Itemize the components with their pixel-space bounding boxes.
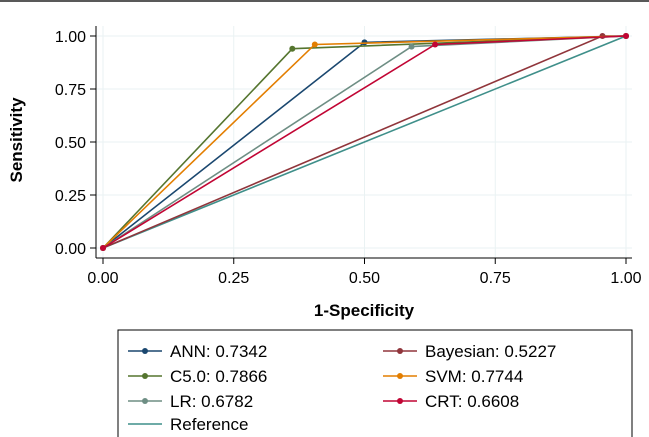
data-point-crt: [432, 41, 439, 48]
legend-box: [117, 329, 633, 437]
legend-label-bayesian: Bayesian: 0.5227: [425, 342, 556, 361]
y-tick-label: 0.50: [55, 135, 86, 152]
data-point-crt: [623, 33, 629, 39]
data-point-svm: [311, 41, 318, 48]
x-tick-label: 0.75: [480, 270, 511, 287]
legend-label-ann: ANN: 0.7342: [170, 342, 267, 361]
data-point-lr: [408, 43, 415, 50]
y-tick-label: 1.00: [55, 29, 86, 46]
legend-marker-c50: [142, 373, 148, 379]
legend-marker-lr: [142, 398, 148, 404]
x-tick-label: 0.50: [349, 270, 380, 287]
y-tick-label: 0.25: [55, 188, 86, 205]
plot-area: 0.00 0.25 0.50 0.75 1.00 0.00 0.25 0.50 0.75 1.00: [55, 26, 642, 287]
y-tick-label: 0.75: [55, 82, 86, 99]
x-tick-label: 0.00: [87, 270, 118, 287]
legend-marker-svm: [397, 373, 403, 379]
legend-label-c50: C5.0: 0.7866: [170, 367, 267, 386]
y-axis-label: Sensitivity: [7, 97, 26, 183]
x-tick-label: 1.00: [610, 270, 641, 287]
legend-label-crt: CRT: 0.6608: [425, 392, 519, 411]
x-tick-label: 0.25: [218, 270, 249, 287]
y-tick-label: 0.00: [55, 241, 86, 258]
legend-label-reference: Reference: [170, 415, 248, 434]
legend-label-svm: SVM: 0.7744: [425, 367, 523, 386]
legend-label-lr: LR: 0.6782: [170, 392, 253, 411]
series-line-reference: [102, 35, 627, 249]
legend-marker-crt: [397, 398, 403, 404]
data-point-c50: [289, 45, 296, 52]
x-axis-label: 1-Specificity: [314, 301, 415, 320]
series-layer: [100, 33, 629, 251]
legend: ANN: 0.7342 Bayesian: 0.5227 C5.0: 0.7866 S…: [117, 329, 633, 437]
data-point-crt: [100, 245, 106, 251]
axes: 0.00 0.25 0.50 0.75 1.00 0.00 0.25 0.50 0.75 1.00: [55, 26, 642, 287]
legend-marker-bayesian: [397, 348, 403, 354]
legend-marker-ann: [142, 348, 148, 354]
